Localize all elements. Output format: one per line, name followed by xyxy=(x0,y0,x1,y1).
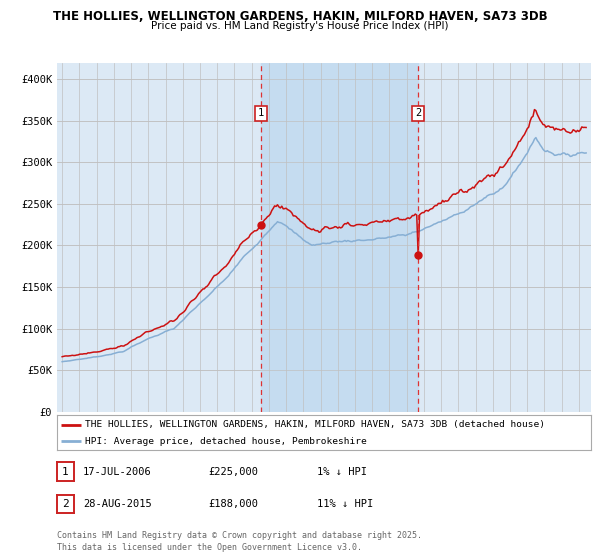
Text: 2: 2 xyxy=(62,499,69,509)
Text: 1: 1 xyxy=(258,108,264,118)
Text: THE HOLLIES, WELLINGTON GARDENS, HAKIN, MILFORD HAVEN, SA73 3DB: THE HOLLIES, WELLINGTON GARDENS, HAKIN, … xyxy=(53,10,547,23)
Text: Price paid vs. HM Land Registry's House Price Index (HPI): Price paid vs. HM Land Registry's House … xyxy=(151,21,449,31)
Text: 2: 2 xyxy=(415,108,421,118)
Text: HPI: Average price, detached house, Pembrokeshire: HPI: Average price, detached house, Pemb… xyxy=(85,436,367,446)
Text: 1: 1 xyxy=(62,466,69,477)
Bar xyxy=(261,63,418,412)
Text: 17-JUL-2006: 17-JUL-2006 xyxy=(83,466,152,477)
Text: THE HOLLIES, WELLINGTON GARDENS, HAKIN, MILFORD HAVEN, SA73 3DB (detached house): THE HOLLIES, WELLINGTON GARDENS, HAKIN, … xyxy=(85,420,545,429)
Text: Contains HM Land Registry data © Crown copyright and database right 2025.: Contains HM Land Registry data © Crown c… xyxy=(57,531,422,540)
Text: This data is licensed under the Open Government Licence v3.0.: This data is licensed under the Open Gov… xyxy=(57,543,362,552)
Text: £225,000: £225,000 xyxy=(209,466,259,477)
Text: 28-AUG-2015: 28-AUG-2015 xyxy=(83,499,152,509)
Text: 11% ↓ HPI: 11% ↓ HPI xyxy=(317,499,373,509)
Text: 1% ↓ HPI: 1% ↓ HPI xyxy=(317,466,367,477)
Text: £188,000: £188,000 xyxy=(209,499,259,509)
